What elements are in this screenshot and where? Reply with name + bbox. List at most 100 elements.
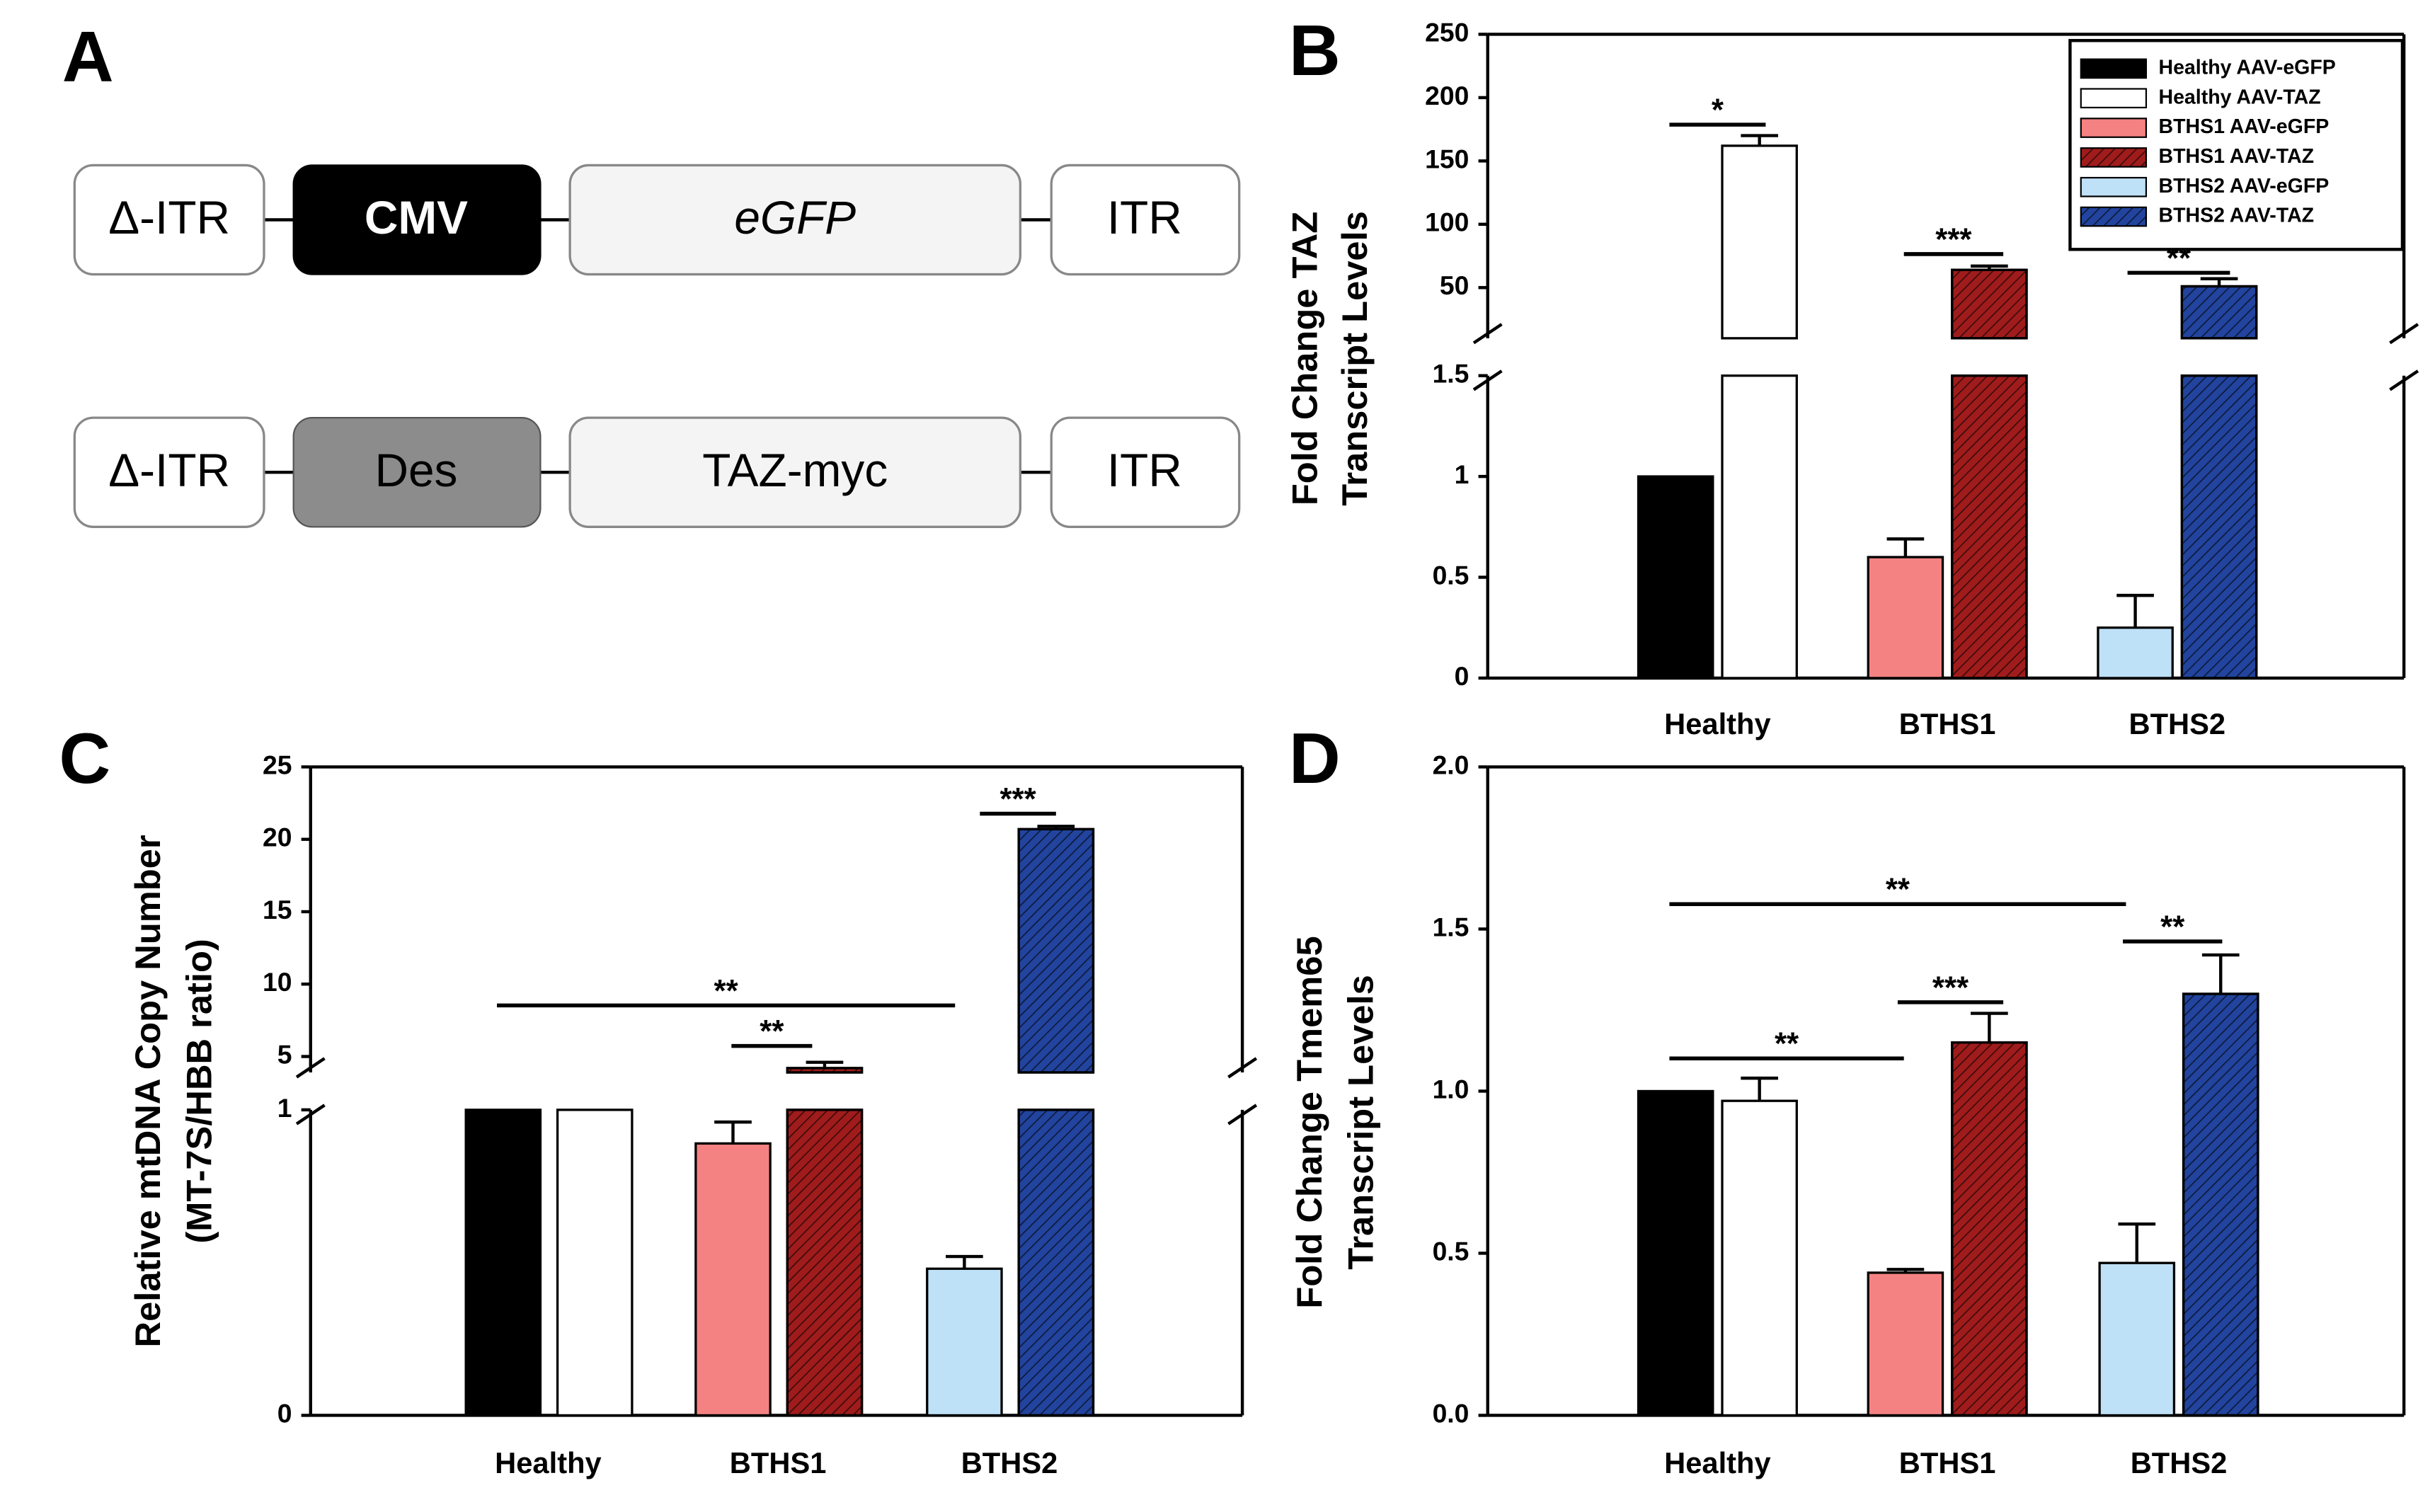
y-axis-label: Relative mtDNA Copy Number <box>127 835 168 1347</box>
box <box>568 416 1022 528</box>
box <box>1050 416 1241 528</box>
x-tick-label: BTHS1 <box>1899 1446 1996 1479</box>
x-tick-label: BTHS2 <box>961 1446 1058 1479</box>
box-label: Des <box>374 444 457 496</box>
bar <box>464 1109 542 1417</box>
significance-label: *** <box>1935 222 1972 257</box>
axis-break <box>1227 1104 1258 1126</box>
significance-label: *** <box>999 781 1036 816</box>
y-tick-label: 25 <box>263 750 292 779</box>
box <box>73 416 265 528</box>
bar <box>1637 1089 1714 1417</box>
x-tick-label: BTHS2 <box>2129 707 2226 740</box>
y-tick-label: 0 <box>1455 661 1469 691</box>
axis-break <box>295 1104 326 1126</box>
y-tick-label: 150 <box>1425 144 1469 173</box>
x-tick-label: BTHS1 <box>730 1446 827 1479</box>
bar-hatch <box>1951 1041 2028 1417</box>
bar-hatch <box>2180 285 2258 340</box>
x-tick-label: Healthy <box>495 1446 602 1479</box>
axis-break <box>2389 323 2419 345</box>
bar-hatch <box>1951 374 2028 680</box>
bar <box>1721 1099 1798 1417</box>
bar <box>556 1109 634 1417</box>
x-tick-label: BTHS2 <box>2131 1446 2228 1479</box>
y-tick-label: 1.5 <box>1433 912 1469 941</box>
bar-hatch <box>2182 992 2259 1417</box>
legend-swatch <box>2080 88 2148 109</box>
panel-label: B <box>1289 11 1341 91</box>
y-tick-label: 0.5 <box>1433 560 1469 590</box>
box <box>292 164 542 275</box>
significance-label: ** <box>1775 1026 1799 1061</box>
y-tick-label: 20 <box>263 823 292 852</box>
bar-hatch <box>786 1067 864 1074</box>
box-label: Δ-ITR <box>108 444 230 496</box>
legend-label: BTHS2 AAV-eGFP <box>2158 175 2329 197</box>
box-label: CMV <box>365 191 468 244</box>
significance-label: ** <box>2160 910 2185 944</box>
box <box>568 164 1022 276</box>
axis-break <box>1227 1057 1258 1079</box>
y-axis-label: Transcript Levels <box>1334 211 1375 506</box>
legend-label: BTHS1 AAV-eGFP <box>2158 115 2329 138</box>
legend-label: BTHS2 AAV-TAZ <box>2158 205 2314 227</box>
x-tick-label: Healthy <box>1664 707 1771 740</box>
box <box>292 417 542 528</box>
significance-label: *** <box>1932 970 1969 1005</box>
y-tick-label: 5 <box>277 1039 292 1069</box>
y-tick-label: 1 <box>1455 459 1469 489</box>
y-tick-label: 2.0 <box>1433 750 1469 779</box>
x-tick-label: BTHS1 <box>1899 707 1996 740</box>
panel-label: C <box>59 718 110 798</box>
box <box>1050 164 1241 276</box>
y-tick-label: 0 <box>277 1398 292 1428</box>
legend-swatch <box>2080 118 2148 138</box>
y-tick-label: 100 <box>1425 207 1469 237</box>
axis-break <box>2389 370 2419 391</box>
axis-break <box>295 1057 326 1079</box>
significance-label: ** <box>760 1014 784 1049</box>
significance-label: ** <box>714 973 739 1008</box>
y-tick-label: 50 <box>1440 270 1469 300</box>
box-label: ITR <box>1107 444 1182 496</box>
legend-label: Healthy AAV-eGFP <box>2158 56 2335 79</box>
bar <box>926 1267 1003 1417</box>
bar <box>2098 1261 2176 1417</box>
bar-hatch <box>1951 268 2028 340</box>
box-label: Δ-ITR <box>108 191 230 244</box>
box <box>73 164 265 276</box>
y-tick-label: 10 <box>263 967 292 997</box>
y-tick-label: 0.0 <box>1433 1398 1469 1428</box>
legend-swatch <box>2080 58 2148 79</box>
y-tick-label: 1.0 <box>1433 1074 1469 1104</box>
significance-label: ** <box>1886 872 1910 907</box>
legend-label: BTHS1 AAV-TAZ <box>2158 145 2314 168</box>
y-axis-label: Transcript Levels <box>1341 975 1381 1270</box>
panel-label: A <box>62 17 114 97</box>
bar-hatch <box>1017 827 1095 1074</box>
axis-break <box>1472 323 1503 345</box>
y-axis-label: (MT-7S/HBB ratio) <box>179 939 219 1243</box>
axis-break <box>1472 370 1503 391</box>
bar-hatch <box>786 1109 864 1417</box>
bar-hatch <box>2180 374 2258 680</box>
bar <box>1867 556 1944 680</box>
y-axis-label: Fold Change Tmem65 <box>1289 936 1329 1308</box>
box-label: eGFP <box>734 191 856 244</box>
bar <box>1637 475 1714 680</box>
legend-swatch <box>2080 176 2148 197</box>
bar <box>2097 626 2174 680</box>
panel-label: D <box>1289 718 1341 798</box>
bar <box>1721 374 1798 680</box>
legend-swatch-hatch <box>2080 207 2146 227</box>
legend-label: Healthy AAV-TAZ <box>2158 86 2320 108</box>
y-tick-label: 1.5 <box>1433 359 1469 389</box>
construct-diagram: Δ-ITR CMV eGFP ITR Δ-ITR Des TAZ-myc ITR <box>73 164 1241 528</box>
significance-label: * <box>1712 93 1724 127</box>
legend-swatch-hatch <box>2080 148 2146 167</box>
y-tick-label: 0.5 <box>1433 1236 1469 1266</box>
x-tick-label: Healthy <box>1664 1446 1771 1479</box>
y-tick-label: 250 <box>1425 17 1469 47</box>
